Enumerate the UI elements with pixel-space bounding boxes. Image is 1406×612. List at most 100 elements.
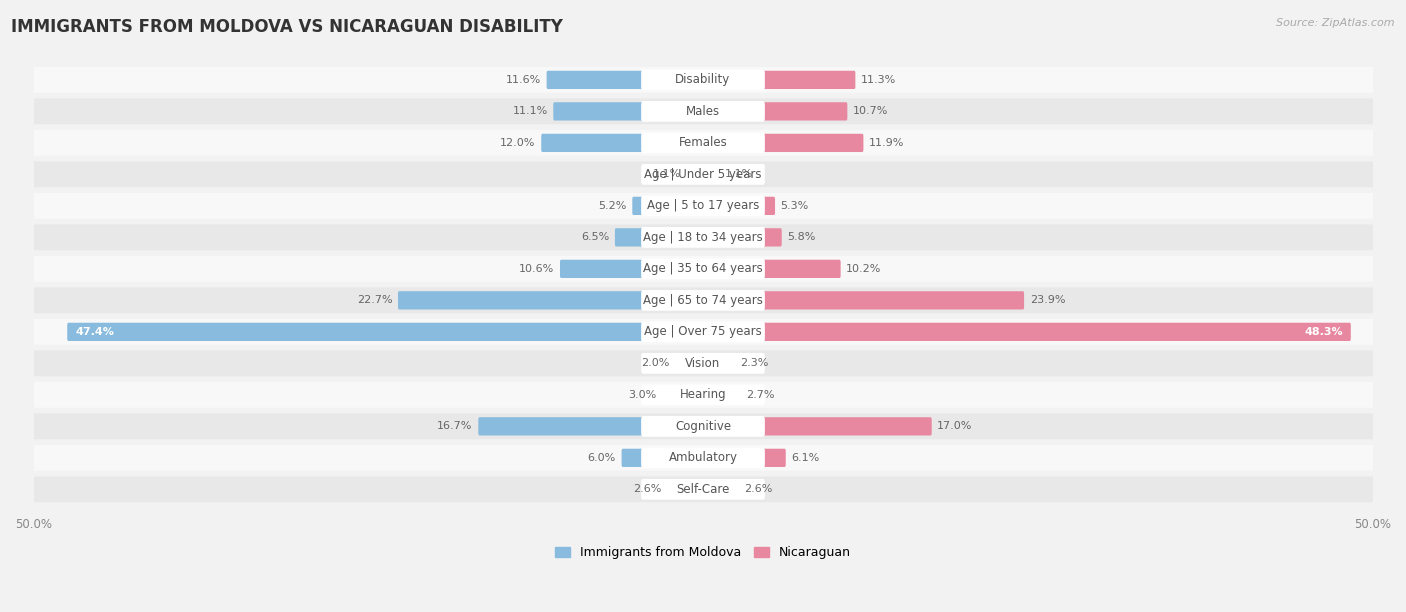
FancyBboxPatch shape	[31, 288, 1375, 313]
FancyBboxPatch shape	[31, 67, 1375, 93]
Text: 2.3%: 2.3%	[741, 359, 769, 368]
Text: 23.9%: 23.9%	[1029, 296, 1066, 305]
Text: Age | 35 to 64 years: Age | 35 to 64 years	[643, 263, 763, 275]
Text: Age | 65 to 74 years: Age | 65 to 74 years	[643, 294, 763, 307]
FancyBboxPatch shape	[675, 354, 704, 373]
Text: 6.0%: 6.0%	[588, 453, 616, 463]
FancyBboxPatch shape	[666, 480, 704, 499]
FancyBboxPatch shape	[560, 259, 704, 278]
FancyBboxPatch shape	[641, 290, 765, 311]
FancyBboxPatch shape	[31, 445, 1375, 471]
Text: 11.3%: 11.3%	[860, 75, 896, 85]
Text: Vision: Vision	[685, 357, 721, 370]
Text: Age | 18 to 34 years: Age | 18 to 34 years	[643, 231, 763, 244]
FancyBboxPatch shape	[641, 132, 765, 153]
FancyBboxPatch shape	[614, 228, 704, 247]
Text: Age | 5 to 17 years: Age | 5 to 17 years	[647, 200, 759, 212]
Text: 48.3%: 48.3%	[1305, 327, 1343, 337]
FancyBboxPatch shape	[702, 449, 786, 467]
FancyBboxPatch shape	[641, 164, 765, 185]
FancyBboxPatch shape	[641, 447, 765, 468]
FancyBboxPatch shape	[702, 102, 848, 121]
FancyBboxPatch shape	[641, 258, 765, 279]
FancyBboxPatch shape	[641, 479, 765, 500]
FancyBboxPatch shape	[702, 323, 1351, 341]
FancyBboxPatch shape	[554, 102, 704, 121]
FancyBboxPatch shape	[398, 291, 704, 310]
FancyBboxPatch shape	[31, 256, 1375, 282]
Text: 1.1%: 1.1%	[724, 170, 752, 179]
FancyBboxPatch shape	[641, 195, 765, 216]
FancyBboxPatch shape	[621, 449, 704, 467]
Text: Cognitive: Cognitive	[675, 420, 731, 433]
FancyBboxPatch shape	[702, 71, 855, 89]
FancyBboxPatch shape	[31, 130, 1375, 156]
Text: 5.8%: 5.8%	[787, 233, 815, 242]
Text: 2.0%: 2.0%	[641, 359, 669, 368]
Text: Disability: Disability	[675, 73, 731, 86]
Text: IMMIGRANTS FROM MOLDOVA VS NICARAGUAN DISABILITY: IMMIGRANTS FROM MOLDOVA VS NICARAGUAN DI…	[11, 18, 564, 36]
Text: 5.2%: 5.2%	[599, 201, 627, 211]
Text: Females: Females	[679, 136, 727, 149]
FancyBboxPatch shape	[641, 101, 765, 122]
FancyBboxPatch shape	[641, 227, 765, 248]
Text: 2.7%: 2.7%	[745, 390, 775, 400]
FancyBboxPatch shape	[702, 417, 932, 436]
Text: 16.7%: 16.7%	[437, 421, 472, 431]
FancyBboxPatch shape	[547, 71, 704, 89]
Text: 6.1%: 6.1%	[792, 453, 820, 463]
FancyBboxPatch shape	[702, 165, 718, 184]
Text: 11.6%: 11.6%	[506, 75, 541, 85]
FancyBboxPatch shape	[702, 354, 735, 373]
FancyBboxPatch shape	[702, 291, 1024, 310]
FancyBboxPatch shape	[702, 228, 782, 247]
FancyBboxPatch shape	[641, 384, 765, 405]
Text: Ambulatory: Ambulatory	[668, 451, 738, 465]
FancyBboxPatch shape	[702, 259, 841, 278]
Text: 10.6%: 10.6%	[519, 264, 554, 274]
FancyBboxPatch shape	[641, 70, 765, 91]
Text: Males: Males	[686, 105, 720, 118]
FancyBboxPatch shape	[702, 480, 740, 499]
FancyBboxPatch shape	[641, 416, 765, 437]
FancyBboxPatch shape	[31, 414, 1375, 439]
FancyBboxPatch shape	[478, 417, 704, 436]
Text: 17.0%: 17.0%	[938, 421, 973, 431]
Text: Hearing: Hearing	[679, 389, 727, 401]
Text: Age | Under 5 years: Age | Under 5 years	[644, 168, 762, 181]
Text: 3.0%: 3.0%	[628, 390, 657, 400]
Text: Age | Over 75 years: Age | Over 75 years	[644, 326, 762, 338]
Text: 6.5%: 6.5%	[581, 233, 609, 242]
FancyBboxPatch shape	[31, 225, 1375, 250]
Text: 1.1%: 1.1%	[654, 170, 682, 179]
FancyBboxPatch shape	[641, 353, 765, 374]
Text: Source: ZipAtlas.com: Source: ZipAtlas.com	[1277, 18, 1395, 28]
Text: 10.2%: 10.2%	[846, 264, 882, 274]
FancyBboxPatch shape	[31, 193, 1375, 218]
Text: 10.7%: 10.7%	[853, 106, 889, 116]
FancyBboxPatch shape	[31, 99, 1375, 124]
FancyBboxPatch shape	[31, 162, 1375, 187]
Legend: Immigrants from Moldova, Nicaraguan: Immigrants from Moldova, Nicaraguan	[550, 541, 856, 564]
Text: 2.6%: 2.6%	[633, 484, 661, 494]
FancyBboxPatch shape	[702, 134, 863, 152]
Text: 47.4%: 47.4%	[75, 327, 114, 337]
FancyBboxPatch shape	[702, 196, 775, 215]
FancyBboxPatch shape	[633, 196, 704, 215]
Text: 5.3%: 5.3%	[780, 201, 808, 211]
FancyBboxPatch shape	[702, 386, 740, 404]
FancyBboxPatch shape	[31, 351, 1375, 376]
Text: 2.6%: 2.6%	[745, 484, 773, 494]
FancyBboxPatch shape	[31, 382, 1375, 408]
Text: 11.1%: 11.1%	[512, 106, 548, 116]
Text: 11.9%: 11.9%	[869, 138, 904, 148]
Text: 12.0%: 12.0%	[501, 138, 536, 148]
Text: Self-Care: Self-Care	[676, 483, 730, 496]
FancyBboxPatch shape	[662, 386, 704, 404]
FancyBboxPatch shape	[31, 319, 1375, 345]
FancyBboxPatch shape	[67, 323, 704, 341]
FancyBboxPatch shape	[31, 476, 1375, 502]
FancyBboxPatch shape	[541, 134, 704, 152]
Text: 22.7%: 22.7%	[357, 296, 392, 305]
FancyBboxPatch shape	[641, 321, 765, 342]
